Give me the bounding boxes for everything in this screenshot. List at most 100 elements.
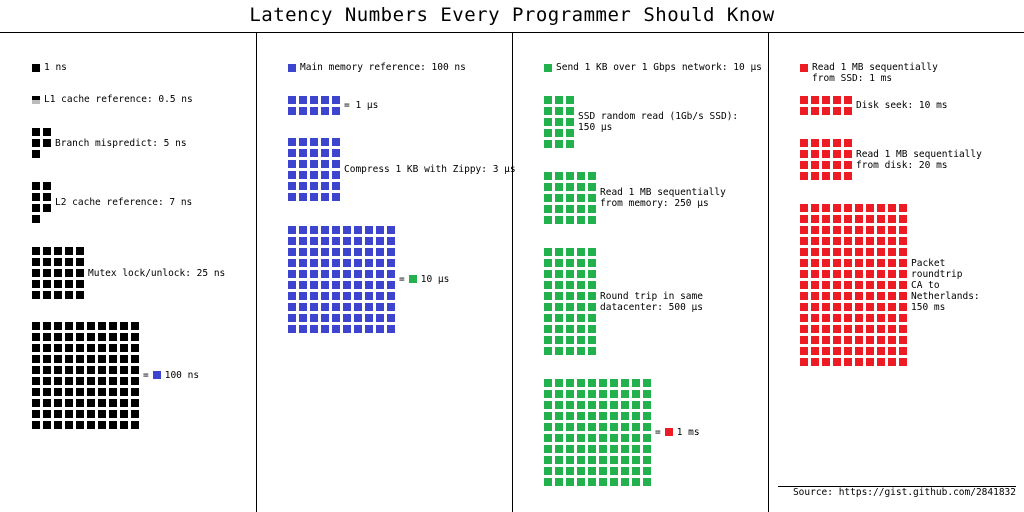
latency-square	[131, 388, 139, 396]
latency-square	[866, 248, 874, 256]
latency-square	[43, 193, 51, 201]
latency-square	[632, 456, 640, 464]
latency-square	[577, 314, 585, 322]
latency-square	[588, 216, 596, 224]
latency-square	[621, 401, 629, 409]
latency-square	[98, 388, 106, 396]
latency-square	[577, 379, 585, 387]
latency-square	[833, 161, 841, 169]
latency-square	[555, 183, 563, 191]
latency-square	[544, 379, 552, 387]
latency-square	[833, 281, 841, 289]
latency-square	[376, 237, 384, 245]
latency-square	[599, 467, 607, 475]
latency-square	[566, 445, 574, 453]
latency-square	[343, 314, 351, 322]
latency-square	[855, 292, 863, 300]
latency-square	[844, 96, 852, 104]
latency-square	[811, 314, 819, 322]
latency-square	[65, 258, 73, 266]
latency-square	[321, 281, 329, 289]
latency-square	[866, 259, 874, 267]
latency-square	[54, 344, 62, 352]
latency-label: Packet roundtrip CA to Netherlands: 150 ms	[911, 258, 980, 313]
source-link[interactable]: Source: https://gist.github.com/2841832	[778, 486, 1016, 498]
latency-square	[365, 292, 373, 300]
latency-square	[643, 423, 651, 431]
latency-square	[643, 445, 651, 453]
latency-square	[555, 303, 563, 311]
label-line: datacenter: 500 µs	[600, 301, 703, 313]
latency-square	[387, 314, 395, 322]
latency-square	[332, 96, 340, 104]
latency-square	[299, 149, 307, 157]
latency-square	[877, 358, 885, 366]
latency-square	[544, 118, 552, 126]
latency-square	[310, 96, 318, 104]
latency-label: L2 cache reference: 7 ns	[55, 197, 192, 208]
page-title: Latency Numbers Every Programmer Should …	[249, 4, 775, 26]
latency-square	[555, 325, 563, 333]
latency-square	[321, 160, 329, 168]
latency-square	[32, 280, 40, 288]
latency-square	[833, 107, 841, 115]
latency-square	[43, 182, 51, 190]
latency-square	[310, 193, 318, 201]
latency-square	[87, 410, 95, 418]
latency-square	[321, 193, 329, 201]
latency-square	[354, 237, 362, 245]
label-line: from memory: 250 µs	[600, 198, 709, 209]
latency-square	[800, 314, 808, 322]
latency-square	[555, 347, 563, 355]
latency-square	[588, 281, 596, 289]
latency-square	[632, 434, 640, 442]
latency-square	[833, 150, 841, 158]
latency-square	[566, 270, 574, 278]
latency-square	[321, 237, 329, 245]
latency-square	[544, 412, 552, 420]
latency-square	[621, 478, 629, 486]
latency-label: Read 1 MB sequentially from memory: 250 µ…	[600, 187, 726, 209]
latency-square	[332, 107, 340, 115]
latency-square	[800, 215, 808, 223]
label-line: Send 1 KB over 1 Gbps network: 10 µs	[556, 62, 762, 73]
latency-square	[310, 303, 318, 311]
latency-square	[32, 215, 40, 223]
equivalent-value: 1 ms	[676, 427, 700, 438]
latency-square	[32, 377, 40, 385]
latency-square	[65, 333, 73, 341]
latency-square	[566, 248, 574, 256]
latency-square	[855, 270, 863, 278]
latency-square	[833, 314, 841, 322]
latency-square	[632, 445, 640, 453]
latency-square	[877, 336, 885, 344]
latency-square	[54, 333, 62, 341]
latency-square	[866, 336, 874, 344]
latency-square	[610, 412, 618, 420]
latency-square	[387, 303, 395, 311]
latency-square	[544, 183, 552, 191]
latency-square	[76, 280, 84, 288]
latency-square	[577, 445, 585, 453]
label-line: Branch mispredict: 5 ns	[55, 137, 187, 149]
latency-square	[131, 377, 139, 385]
latency-square	[76, 258, 84, 266]
latency-square	[833, 96, 841, 104]
latency-square	[288, 171, 296, 179]
column-divider	[768, 33, 769, 512]
latency-square	[833, 204, 841, 212]
latency-square	[577, 281, 585, 289]
latency-square	[577, 390, 585, 398]
latency-square	[131, 344, 139, 352]
latency-square	[376, 325, 384, 333]
latency-square	[365, 303, 373, 311]
latency-square	[65, 269, 73, 277]
latency-square	[588, 423, 596, 431]
latency-square	[321, 292, 329, 300]
latency-square	[866, 237, 874, 245]
latency-square	[643, 412, 651, 420]
latency-square	[811, 303, 819, 311]
latency-square	[120, 421, 128, 429]
latency-square	[599, 390, 607, 398]
latency-square	[888, 204, 896, 212]
